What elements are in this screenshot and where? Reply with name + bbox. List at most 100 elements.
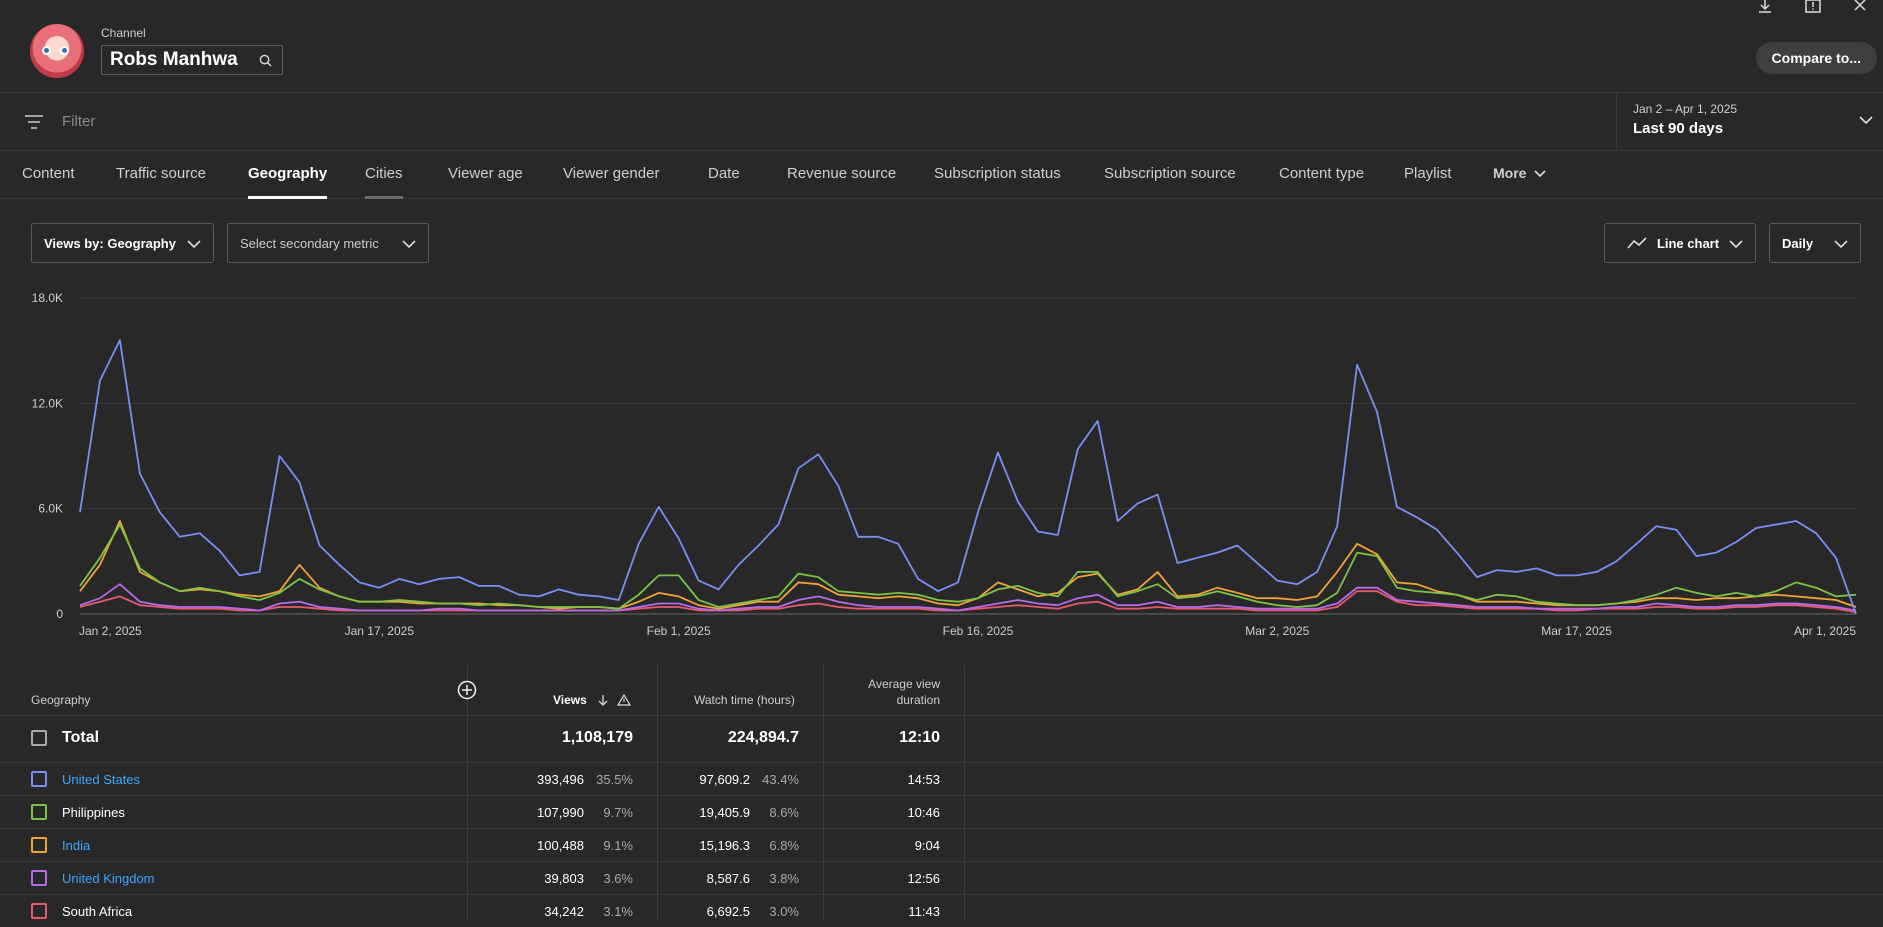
views-percent: 35.5% — [596, 772, 633, 787]
geography-link[interactable]: United Kingdom — [62, 871, 155, 886]
tab-subscription-source[interactable]: Subscription source — [1104, 165, 1236, 182]
views-value: 393,496 — [537, 772, 584, 787]
watch-time-percent: 3.8% — [769, 871, 799, 886]
secondary-metric-dropdown[interactable]: Select secondary metric — [227, 223, 429, 263]
chart-type-dropdown[interactable]: Line chart — [1604, 223, 1756, 263]
header-avd-line2[interactable]: duration — [896, 693, 940, 707]
search-icon[interactable] — [259, 54, 272, 67]
channel-header: Channel Robs Manhwa Compare to... — [0, 0, 1883, 93]
tab-date[interactable]: Date — [708, 165, 740, 182]
tab-content[interactable]: Content — [22, 165, 75, 182]
channel-label: Channel — [101, 26, 146, 40]
geography-link[interactable]: India — [62, 838, 91, 853]
watch-time-percent: 43.4% — [762, 772, 799, 787]
geography-link[interactable]: United States — [62, 772, 141, 787]
feedback-icon[interactable] — [1803, 0, 1823, 14]
watch-time-percent: 6.8% — [769, 838, 799, 853]
total-watch-time: 224,894.7 — [727, 729, 799, 746]
avd-value: 9:04 — [914, 838, 940, 853]
views-value: 100,488 — [537, 838, 584, 853]
watch-time-value: 15,196.3 — [699, 838, 750, 853]
header-views[interactable]: Views — [553, 693, 587, 707]
column-divider — [657, 665, 658, 921]
watch-time-percent: 8.6% — [769, 805, 799, 820]
dimension-tabs: Content Traffic source Geography Cities … — [0, 151, 1883, 199]
row-checkbox[interactable] — [31, 870, 47, 886]
tab-revenue-source[interactable]: Revenue source — [787, 165, 897, 182]
tab-geography[interactable]: Geography — [248, 165, 328, 199]
column-divider — [964, 665, 965, 921]
series-line-united-kingdom[interactable] — [79, 583, 1857, 612]
x-tick-label: Jan 17, 2025 — [345, 624, 415, 638]
filter-input[interactable]: Filter — [62, 113, 96, 130]
tab-more-label: More — [1493, 165, 1527, 181]
window-actions — [1755, 0, 1883, 14]
tab-cities[interactable]: Cities — [365, 165, 403, 199]
avd-value: 11:43 — [908, 904, 940, 919]
filter-icon[interactable] — [25, 115, 43, 129]
chevron-down-icon — [1729, 239, 1743, 248]
views-value: 39,803 — [544, 871, 584, 886]
filter-bar: Filter Jan 2 – Apr 1, 2025 Last 90 days — [0, 93, 1883, 151]
tab-viewer-gender[interactable]: Viewer gender — [563, 165, 660, 182]
views-value: 107,990 — [537, 805, 584, 820]
close-icon[interactable] — [1851, 0, 1871, 14]
tab-subscription-status[interactable]: Subscription status — [934, 165, 1061, 182]
tab-more[interactable]: More — [1493, 165, 1546, 181]
table-row: Philippines 107,990 9.7% 19,405.9 8.6% 10:46 — [0, 795, 1883, 828]
date-range-preset: Last 90 days — [1633, 120, 1724, 137]
series-line-india[interactable] — [79, 520, 1857, 610]
total-avd: 12:10 — [899, 729, 940, 746]
chevron-down-icon — [1834, 239, 1848, 248]
table-row-total: Total 1,108,179 224,894.7 12:10 — [0, 715, 1883, 762]
line-chart-icon — [1627, 237, 1647, 249]
geography-name: South Africa — [62, 904, 133, 919]
x-tick-label: Feb 16, 2025 — [943, 624, 1014, 638]
interval-label: Daily — [1782, 235, 1814, 251]
tab-playlist[interactable]: Playlist — [1404, 165, 1452, 182]
avd-value: 14:53 — [907, 772, 940, 787]
row-checkbox[interactable] — [31, 804, 47, 820]
watch-time-value: 97,609.2 — [699, 772, 750, 787]
header-watch-time[interactable]: Watch time (hours) — [694, 693, 795, 707]
avatar-eye-left — [42, 46, 51, 55]
watch-time-value: 19,405.9 — [699, 805, 750, 820]
views-percent: 9.7% — [603, 805, 633, 820]
avatar-eye-right — [60, 46, 69, 55]
compare-button[interactable]: Compare to... — [1755, 42, 1877, 74]
chevron-down-icon — [187, 239, 201, 248]
primary-metric-dropdown[interactable]: Views by: Geography — [31, 223, 214, 263]
table-row: India 100,488 9.1% 15,196.3 6.8% 9:04 — [0, 828, 1883, 861]
chart-type-label: Line chart — [1656, 235, 1720, 251]
tab-traffic-source[interactable]: Traffic source — [116, 165, 207, 182]
header-geography[interactable]: Geography — [31, 693, 91, 707]
series-line-united-states[interactable] — [79, 339, 1857, 615]
geography-table: Geography Views Watch time (hours) Avera… — [0, 665, 1883, 921]
header-avd-line1[interactable]: Average view — [868, 677, 940, 691]
row-checkbox[interactable] — [31, 903, 47, 919]
row-checkbox[interactable] — [31, 837, 47, 853]
y-tick-label: 12.0K — [32, 396, 63, 410]
download-icon[interactable] — [1755, 0, 1775, 14]
y-tick-label: 18.0K — [32, 291, 63, 305]
interval-dropdown[interactable]: Daily — [1769, 223, 1861, 263]
row-checkbox[interactable] — [31, 771, 47, 787]
x-tick-label: Jan 2, 2025 — [79, 624, 142, 638]
table-row: United Kingdom 39,803 3.6% 8,587.6 3.8% 12:56 — [0, 861, 1883, 894]
checkbox-total[interactable] — [31, 730, 47, 746]
primary-metric-label: Views by: Geography — [44, 235, 176, 251]
series-line-philippines[interactable] — [79, 523, 1857, 610]
channel-selector[interactable]: Robs Manhwa — [101, 45, 283, 75]
x-tick-label: Mar 2, 2025 — [1245, 624, 1309, 638]
watch-time-value: 6,692.5 — [706, 904, 750, 919]
tab-viewer-age[interactable]: Viewer age — [448, 165, 523, 182]
sort-down-icon[interactable] — [597, 694, 609, 706]
tab-content-type[interactable]: Content type — [1279, 165, 1365, 182]
add-column-icon[interactable] — [457, 680, 477, 700]
date-range-picker[interactable]: Jan 2 – Apr 1, 2025 Last 90 days — [1616, 93, 1883, 151]
channel-avatar[interactable] — [30, 24, 84, 78]
views-percent: 3.1% — [603, 904, 633, 919]
geography-name: Philippines — [62, 805, 125, 820]
warning-icon[interactable] — [617, 694, 631, 706]
channel-name: Robs Manhwa — [110, 49, 238, 70]
